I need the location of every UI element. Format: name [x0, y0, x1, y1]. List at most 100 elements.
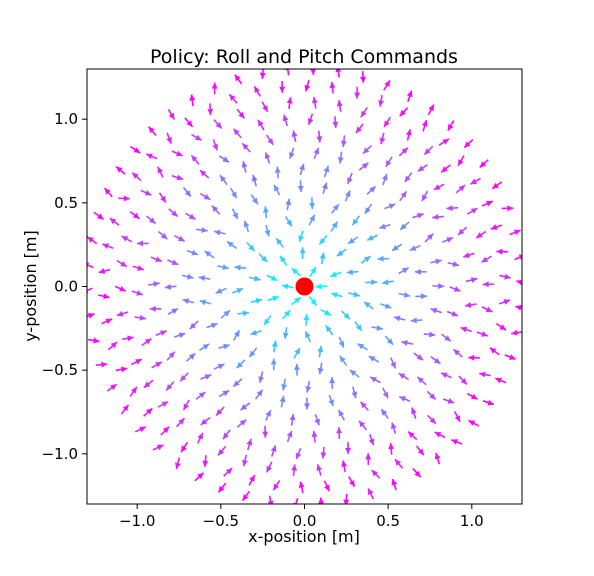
vector-arrow — [87, 312, 95, 319]
vector-arrow — [236, 419, 247, 428]
vector-arrow — [250, 298, 263, 304]
vector-arrow — [453, 411, 461, 423]
vector-arrow — [308, 295, 318, 307]
vector-arrow — [479, 159, 489, 169]
vector-arrow — [289, 413, 296, 426]
vector-arrow — [305, 380, 312, 393]
vector-arrow — [103, 187, 113, 198]
vector-arrow — [406, 90, 413, 102]
vector-arrow — [479, 371, 491, 378]
vector-arrow — [442, 398, 455, 404]
vector-arrow — [155, 330, 168, 337]
vector-arrow — [131, 172, 142, 182]
vector-arrow — [195, 391, 206, 400]
vector-arrow — [303, 314, 310, 326]
vector-arrow — [98, 268, 111, 274]
vector-arrow — [182, 298, 195, 305]
y-axis-label: y-position [m] — [21, 230, 40, 342]
vector-arrow — [452, 348, 463, 358]
vector-arrow — [463, 252, 475, 258]
vector-arrow — [98, 293, 110, 300]
vector-arrow — [199, 299, 212, 306]
vector-arrow — [118, 195, 130, 202]
vector-arrow — [357, 343, 368, 351]
vector-arrow — [279, 395, 286, 408]
vector-arrow — [390, 357, 397, 369]
vector-arrow — [220, 309, 231, 319]
vector-arrow — [391, 243, 403, 252]
vector-arrow — [303, 397, 310, 410]
vector-arrow — [140, 189, 152, 196]
vector-arrow — [466, 207, 478, 215]
vector-arrow — [87, 262, 94, 269]
vector-arrow — [388, 442, 395, 455]
vector-arrow — [354, 86, 361, 99]
vector-arrow — [226, 240, 238, 250]
vector-arrow — [211, 82, 218, 95]
vector-arrow — [359, 401, 370, 412]
vector-arrow — [115, 366, 128, 373]
vector-arrow — [263, 315, 272, 326]
vector-arrow — [464, 302, 477, 308]
vector-arrow — [195, 227, 208, 234]
vector-arrow — [450, 439, 463, 445]
vector-arrow — [240, 402, 251, 411]
vector-arrow — [382, 279, 394, 286]
vector-arrow — [134, 314, 147, 321]
vector-arrow — [325, 324, 334, 336]
vector-arrow — [482, 399, 495, 406]
plot-area — [86, 68, 523, 505]
vector-arrow — [191, 133, 203, 141]
vector-arrow — [399, 190, 408, 202]
vector-arrow — [470, 177, 481, 185]
vector-arrow — [265, 461, 273, 473]
vector-arrow — [282, 327, 289, 339]
vector-arrow — [228, 93, 238, 104]
vector-arrow — [383, 116, 392, 128]
vector-arrow — [129, 211, 141, 220]
vector-arrow — [115, 165, 126, 175]
vector-arrow — [131, 290, 144, 296]
vector-arrow — [345, 442, 352, 454]
vector-arrow — [368, 433, 375, 446]
vector-arrow — [340, 135, 347, 148]
vector-arrow — [253, 85, 261, 97]
vector-arrow — [285, 198, 292, 211]
vector-arrow — [181, 273, 194, 280]
vector-arrow — [468, 354, 481, 361]
vector-arrow — [463, 139, 474, 149]
vector-arrow — [351, 386, 358, 399]
vector-arrow — [468, 419, 480, 427]
vector-arrow — [427, 414, 437, 425]
vector-arrow — [109, 217, 120, 226]
vector-arrow — [446, 310, 459, 317]
vector-arrow — [323, 480, 331, 492]
vector-arrow — [236, 108, 246, 119]
vector-arrow — [189, 320, 199, 330]
vector-arrow — [494, 377, 507, 384]
vector-arrow — [369, 376, 381, 384]
vector-arrow — [152, 444, 164, 451]
vector-arrow — [365, 453, 372, 466]
vector-arrow — [447, 261, 460, 268]
vector-arrow — [243, 220, 250, 232]
y-tick-label: 0.0 — [54, 278, 78, 296]
vector-arrow — [338, 336, 345, 348]
vector-arrow — [329, 81, 336, 94]
vector-arrow — [291, 464, 298, 477]
vector-arrow — [398, 395, 411, 402]
vector-arrow — [315, 283, 328, 290]
vector-arrow — [399, 221, 410, 231]
vector-arrow — [336, 427, 343, 439]
vector-arrow — [457, 226, 468, 236]
vector-arrow — [501, 205, 514, 212]
vector-arrow — [316, 464, 323, 476]
vector-arrow — [316, 130, 323, 143]
vector-arrow — [514, 254, 522, 261]
vector-arrow — [430, 307, 442, 314]
vector-arrow — [212, 139, 219, 151]
vector-arrow — [222, 429, 231, 440]
x-tick-label: −0.5 — [203, 512, 239, 530]
vector-arrow — [146, 215, 157, 225]
vector-arrow — [266, 274, 278, 282]
